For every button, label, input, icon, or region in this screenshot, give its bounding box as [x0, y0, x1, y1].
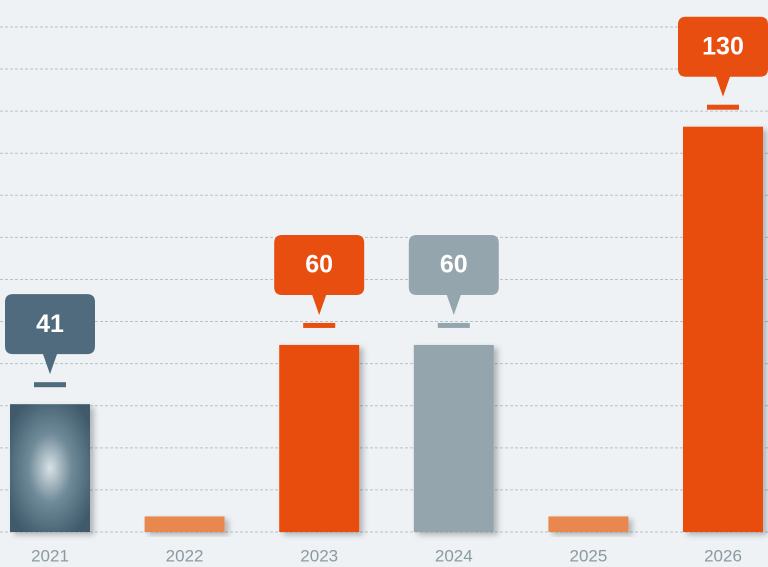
callout	[678, 16, 768, 97]
x-tick-label: 2021	[31, 546, 69, 565]
value-label: 60	[440, 251, 468, 279]
value-label: 130	[702, 32, 744, 60]
bar	[10, 404, 90, 532]
value-label: 41	[36, 310, 64, 338]
value-label: 60	[305, 251, 333, 279]
x-tick-label: 2022	[166, 546, 204, 565]
bar	[279, 344, 360, 532]
label-dash	[34, 382, 66, 388]
bar	[144, 516, 225, 532]
x-tick-label: 2023	[300, 546, 338, 565]
x-tick-label: 2024	[435, 546, 473, 565]
label-dash	[707, 104, 739, 110]
x-tick-label: 2026	[704, 546, 742, 565]
bar	[683, 126, 763, 533]
x-tick-label: 2025	[569, 546, 607, 565]
callout	[408, 234, 499, 315]
label-dash	[303, 322, 336, 328]
label-dash	[437, 322, 470, 328]
callout	[274, 234, 365, 315]
bar	[548, 516, 629, 532]
callout	[5, 294, 95, 375]
bar	[413, 344, 494, 532]
